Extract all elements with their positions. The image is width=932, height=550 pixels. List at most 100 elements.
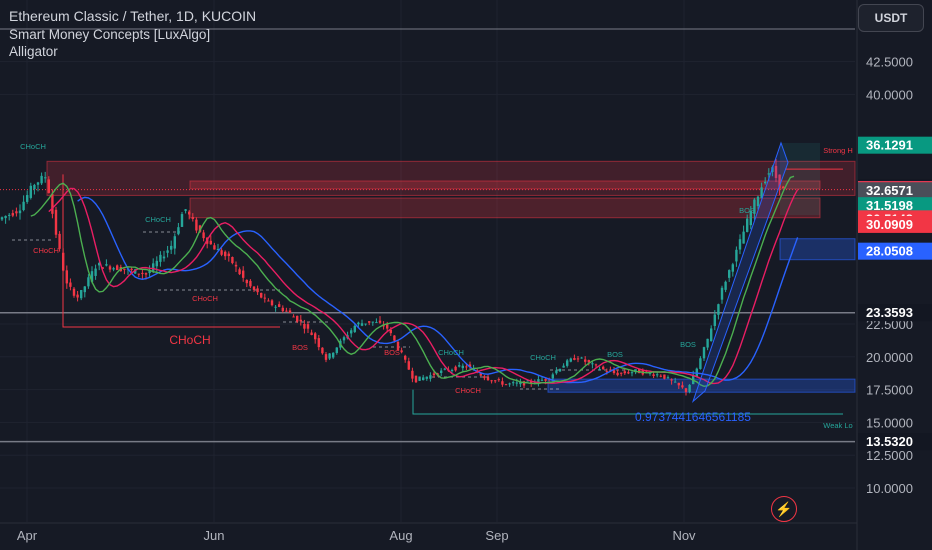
candle-body: [116, 265, 119, 271]
candle-body: [598, 369, 601, 371]
candle-body: [440, 370, 443, 373]
candle-body: [364, 323, 367, 325]
choch-line: [62, 174, 280, 328]
chart-annotation-11: BOS: [680, 340, 696, 349]
candle-body: [555, 370, 558, 374]
premium-zone: [780, 142, 820, 216]
symbol-title[interactable]: Ethereum Classic / Tether, 1D, KUCOIN: [9, 8, 257, 24]
chart-annotation-4: CHoCH: [169, 333, 210, 347]
chart-annotation-15: 0.9737441646561185: [635, 410, 751, 424]
order-block-bearish: [189, 180, 821, 190]
candle-body: [353, 325, 356, 332]
candle-body: [242, 270, 245, 278]
candle-body: [342, 337, 346, 341]
y-tick-label: 12.5000: [866, 448, 913, 463]
candle-body: [566, 360, 569, 366]
candle-body: [152, 263, 155, 271]
candle-body: [144, 273, 148, 275]
flash-icon[interactable]: ⚡: [771, 496, 797, 522]
candle-body: [681, 385, 684, 388]
candle-body: [512, 382, 515, 384]
chart-annotation-1: CHoCH: [145, 215, 171, 224]
candle-body: [137, 273, 140, 275]
candle-body: [407, 361, 410, 370]
candle-body: [630, 372, 634, 374]
x-tick-label: Jun: [204, 528, 225, 543]
weak-low-line: [412, 389, 843, 415]
candle-body: [321, 347, 324, 354]
candle-body: [267, 300, 270, 302]
candle-body: [54, 209, 58, 235]
candle-body: [609, 369, 612, 371]
candle-body: [155, 260, 158, 267]
candle-body: [371, 321, 374, 323]
candle-body: [159, 254, 162, 262]
candle-body: [418, 376, 421, 381]
y-tick-label: 20.0000: [866, 350, 913, 365]
candle-body: [749, 210, 752, 226]
candle-body: [80, 290, 83, 299]
candle-body: [105, 264, 108, 266]
candle-body: [425, 376, 428, 379]
candle-body: [328, 353, 331, 359]
candle-body: [148, 270, 151, 274]
candle-body: [504, 384, 508, 386]
candle-body: [368, 321, 371, 323]
currency-button[interactable]: USDT: [858, 4, 924, 32]
candle-body: [260, 292, 263, 298]
candle-body: [224, 251, 227, 257]
candle-body: [602, 366, 605, 370]
chart-annotation-13: Strong H: [823, 146, 853, 155]
candle-body: [378, 320, 382, 323]
candle-body: [774, 165, 778, 178]
candle-body: [429, 375, 432, 379]
candle-body: [458, 365, 461, 367]
candle-body: [616, 372, 619, 376]
candle-body: [584, 359, 587, 362]
x-tick-label: Sep: [485, 528, 508, 543]
candle-body: [44, 177, 47, 179]
candle-body: [666, 377, 670, 379]
candle-body: [486, 377, 490, 381]
candle-body: [184, 209, 187, 211]
candle-body: [717, 304, 720, 315]
candle-body: [580, 357, 583, 359]
candle-body: [191, 217, 194, 219]
candle-body: [278, 304, 281, 307]
price-badge-10: [858, 433, 932, 451]
candle-body: [101, 267, 104, 269]
indicator-alligator[interactable]: Alligator: [9, 44, 58, 59]
candle-body: [764, 181, 767, 184]
candle-body: [0, 217, 4, 220]
candle-body: [627, 372, 630, 374]
candle-body: [76, 294, 79, 298]
candle-body: [620, 372, 623, 374]
chart-annotation-9: CHoCH: [530, 353, 556, 362]
price-badge-4: [858, 182, 932, 200]
y-tick-label: 42.5000: [866, 55, 913, 70]
candle-body: [591, 363, 594, 365]
candle-body: [202, 232, 205, 239]
candle-body: [98, 262, 101, 266]
price-badge-text-5: 31.5198: [866, 198, 913, 213]
candle-body: [515, 382, 518, 384]
candle-body: [173, 236, 176, 249]
candle-body: [310, 332, 313, 336]
candle-body: [350, 330, 353, 334]
candle-body: [537, 379, 540, 384]
price-badge-text-7: 30.0909: [866, 217, 913, 232]
indicator-smc[interactable]: Smart Money Concepts [LuxAlgo]: [9, 27, 211, 42]
candle-body: [443, 368, 446, 370]
candle-body: [141, 272, 144, 275]
candle-body: [623, 371, 626, 374]
candle-body: [360, 323, 364, 326]
candle-body: [177, 227, 180, 235]
candle-body: [195, 219, 198, 231]
chart-annotation-12: BOS: [739, 206, 755, 215]
price-badge-text-10: 13.5320: [866, 434, 913, 449]
candle-body: [454, 366, 457, 371]
candle-body: [674, 381, 677, 383]
x-tick-label: Aug: [389, 528, 412, 543]
